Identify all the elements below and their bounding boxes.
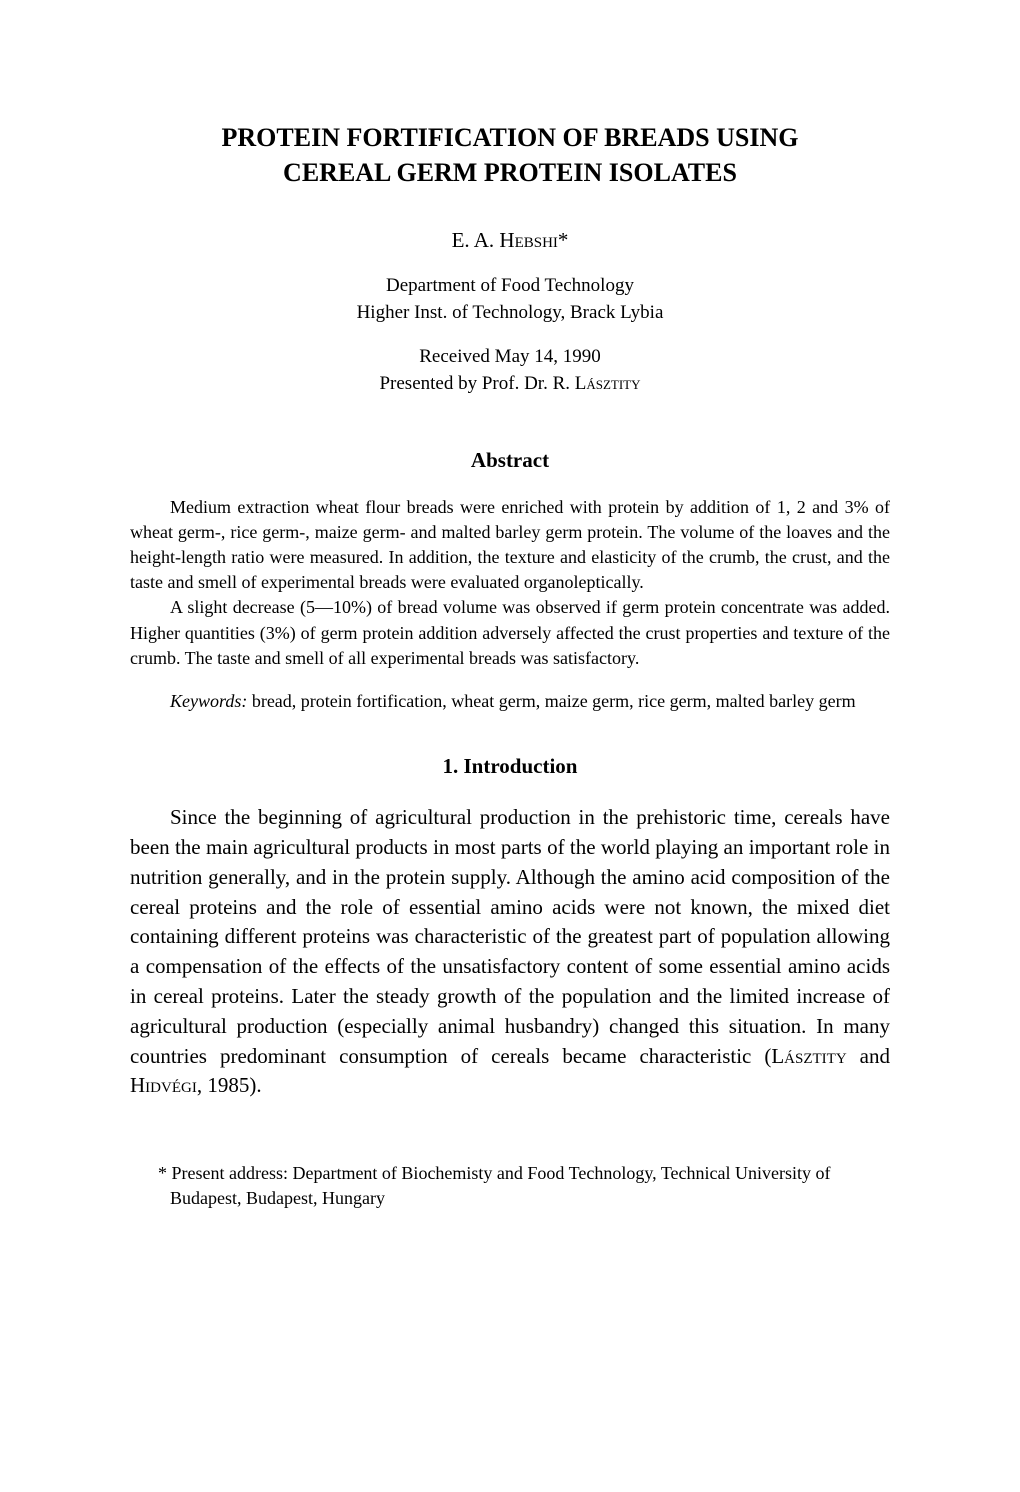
keywords-label: Keywords: [170, 691, 247, 711]
presented-by-prefix: Presented by Prof. Dr. R. [379, 373, 574, 394]
keywords-text: bread, protein fortification, wheat germ… [247, 691, 855, 711]
abstract-paragraph-2: A slight decrease (5—10%) of bread volum… [130, 595, 890, 671]
introduction-heading: 1. Introduction [130, 754, 890, 779]
title-line-1: PROTEIN FORTIFICATION OF BREADS USING [222, 123, 799, 152]
intro-text-end: , 1985). [197, 1073, 262, 1097]
author-line: E. A. Hebshi* [130, 228, 890, 253]
intro-ref-2: Hidvégi [130, 1073, 197, 1097]
keywords-block: Keywords: bread, protein fortification, … [130, 689, 890, 714]
intro-ref-1: Lásztity [771, 1044, 846, 1068]
abstract-paragraph-1: Medium extraction wheat flour breads wer… [130, 495, 890, 596]
presenter-surname: Lásztity [575, 373, 641, 394]
intro-text-part-1: Since the beginning of agricultural prod… [130, 805, 890, 1068]
author-prefix: E. A. [452, 228, 500, 252]
received-date: Received May 14, 1990 [419, 346, 601, 367]
abstract-heading: Abstract [130, 448, 890, 473]
received-block: Received May 14, 1990 Presented by Prof.… [130, 344, 890, 397]
paper-title: PROTEIN FORTIFICATION OF BREADS USING CE… [130, 120, 890, 190]
affiliation: Department of Food Technology Higher Ins… [130, 273, 890, 326]
title-line-2: CEREAL GERM PROTEIN ISOLATES [283, 158, 737, 187]
affiliation-line-1: Department of Food Technology [386, 275, 634, 296]
introduction-paragraph-1: Since the beginning of agricultural prod… [130, 803, 890, 1101]
affiliation-line-2: Higher Inst. of Technology, Brack Lybia [357, 302, 664, 323]
author-surname: Hebshi [499, 228, 558, 252]
intro-text-mid: and [847, 1044, 890, 1068]
footnote: * Present address: Department of Biochem… [130, 1161, 890, 1211]
author-suffix: * [558, 228, 569, 252]
